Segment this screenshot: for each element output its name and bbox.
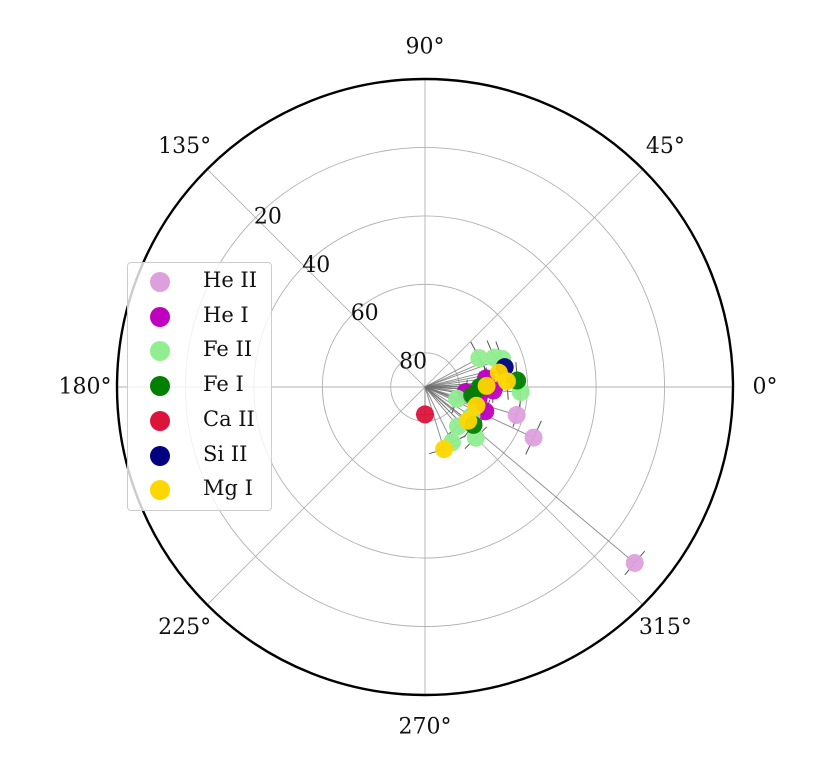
- legend-item: He II: [128, 265, 273, 299]
- connector-line: [424, 386, 472, 417]
- legend: He II He I Fe II Fe I Ca II Si II Mg I: [127, 262, 272, 511]
- data-point: [507, 406, 526, 425]
- data-point: [470, 349, 489, 368]
- legend-marker: [150, 306, 170, 327]
- legend-marker: [150, 480, 170, 501]
- angle-tick-label: 45°: [646, 134, 685, 159]
- angle-tick-label: 0°: [753, 375, 778, 400]
- legend-label: He I: [203, 302, 249, 327]
- radial-tick-label: 40: [302, 253, 330, 278]
- legend-marker: [150, 410, 170, 431]
- legend-item: Mg I: [128, 473, 273, 507]
- legend-label: He II: [203, 268, 258, 292]
- legend-item: Fe II: [128, 334, 273, 368]
- connector-line: [424, 386, 453, 443]
- legend-label: Fe II: [203, 337, 253, 362]
- angle-tick-label: 225°: [158, 615, 211, 640]
- angle-tick-label: 135°: [158, 134, 211, 159]
- data-points: [416, 348, 644, 572]
- radial-tick-label: 80: [399, 350, 427, 375]
- connector-line: [424, 357, 480, 388]
- legend-marker: [150, 272, 170, 292]
- legend-item: He I: [128, 300, 273, 334]
- legend-label: Fe I: [203, 372, 244, 397]
- legend-label: Mg I: [203, 476, 253, 501]
- angle-tick-label: 315°: [639, 615, 692, 640]
- connector-line: [424, 386, 469, 422]
- angle-tick-label: 90°: [406, 35, 445, 60]
- angular-gridline: [206, 168, 426, 388]
- legend-item: Fe I: [128, 369, 273, 403]
- legend-item: Ca II: [128, 404, 273, 438]
- legend-label: Si II: [203, 441, 248, 466]
- data-point: [435, 440, 454, 459]
- tick-labels: 0° 45° 90° 135° 180° 225° 270° 315° 20 40 60 80: [59, 35, 778, 740]
- connector-line: [424, 386, 636, 564]
- angular-gridline: [206, 386, 426, 606]
- data-point: [625, 553, 644, 572]
- legend-marker: [150, 376, 170, 397]
- polar-frame: [115, 77, 735, 697]
- legend-label: Ca II: [203, 406, 255, 431]
- radial-tick-label: 60: [351, 301, 379, 326]
- legend-item: Si II: [128, 439, 273, 473]
- data-point: [448, 389, 467, 408]
- angle-tick-label: 270°: [399, 715, 452, 740]
- angle-tick-label: 180°: [59, 375, 112, 400]
- error-spokes: [415, 340, 646, 576]
- legend-marker: [150, 445, 170, 466]
- data-point: [497, 372, 516, 391]
- data-point: [467, 396, 486, 415]
- data-point: [477, 376, 496, 395]
- radial-tick-label: 20: [254, 204, 282, 229]
- data-point: [524, 428, 543, 447]
- connector-line: [424, 386, 445, 450]
- data-point: [416, 405, 434, 424]
- angular-gridline: [424, 168, 644, 388]
- data-point: [459, 411, 478, 430]
- legend-marker: [150, 341, 170, 362]
